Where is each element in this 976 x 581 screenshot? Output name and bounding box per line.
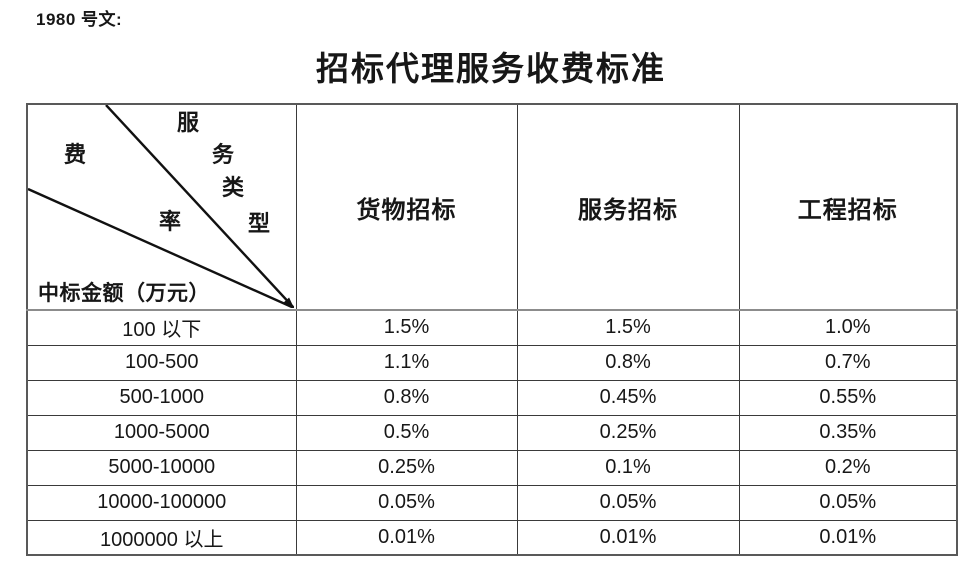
doc-number-label: 1980 号文:	[36, 10, 123, 29]
table-row: 100-500 1.1% 0.8% 0.7%	[26, 344, 958, 381]
rate-cell: 0.35%	[738, 414, 958, 451]
diagonal-divider-lines	[28, 105, 294, 308]
rate-cell: 1.5%	[516, 309, 740, 346]
rate-cell: 0.25%	[295, 449, 518, 486]
rate-cell: 1.1%	[295, 344, 518, 381]
rate-cell: 1.5%	[295, 309, 518, 346]
corner-label-fee-char-1: 费	[64, 142, 87, 167]
rate-cell: 0.8%	[516, 344, 740, 381]
amount-range-cell: 100 以下	[26, 309, 297, 346]
table-row: 5000-10000 0.25% 0.1% 0.2%	[26, 449, 958, 486]
rate-cell: 0.8%	[295, 379, 518, 416]
rate-cell: 0.05%	[738, 484, 958, 521]
amount-range-cell: 10000-100000	[26, 484, 297, 521]
rate-cell: 0.1%	[516, 449, 740, 486]
table-corner-cell: 费 率 服 务 类 型 中标金额（万元）	[26, 103, 297, 311]
table-row: 500-1000 0.8% 0.45% 0.55%	[26, 379, 958, 416]
rate-cell: 0.01%	[738, 519, 958, 556]
corner-label-type-char-1: 服	[177, 110, 200, 135]
amount-range-cell: 1000000 以上	[26, 519, 297, 556]
rate-cell: 0.05%	[516, 484, 740, 521]
column-header-engineering: 工程招标	[738, 103, 958, 311]
corner-label-type-char-2: 务	[212, 142, 235, 167]
rate-cell: 1.0%	[738, 309, 958, 346]
column-header-goods: 货物招标	[295, 103, 518, 311]
rate-cell: 0.2%	[738, 449, 958, 486]
table-row: 1000-5000 0.5% 0.25% 0.35%	[26, 414, 958, 451]
rate-cell: 0.25%	[516, 414, 740, 451]
amount-range-cell: 1000-5000	[26, 414, 297, 451]
table-row: 1000000 以上 0.01% 0.01% 0.01%	[26, 519, 958, 556]
table-row: 100 以下 1.5% 1.5% 1.0%	[26, 309, 958, 346]
amount-range-cell: 5000-10000	[26, 449, 297, 486]
amount-range-cell: 100-500	[26, 344, 297, 381]
rate-cell: 0.01%	[295, 519, 518, 556]
table-row: 10000-100000 0.05% 0.05% 0.05%	[26, 484, 958, 521]
row-axis-label: 中标金额（万元）	[38, 281, 210, 305]
fee-table: 费 率 服 务 类 型 中标金额（万元） 货物招标 服务招标 工程招标 100 …	[26, 103, 958, 556]
rate-cell: 0.5%	[295, 414, 518, 451]
rate-cell: 0.45%	[516, 379, 740, 416]
table-header-row: 费 率 服 务 类 型 中标金额（万元） 货物招标 服务招标 工程招标	[26, 103, 958, 311]
corner-label-type-char-4: 型	[248, 211, 271, 236]
column-header-services: 服务招标	[516, 103, 740, 311]
rate-cell: 0.01%	[516, 519, 740, 556]
amount-range-cell: 500-1000	[26, 379, 297, 416]
rate-cell: 0.05%	[295, 484, 518, 521]
corner-label-fee-char-2: 率	[159, 209, 182, 234]
rate-cell: 0.7%	[738, 344, 958, 381]
page-title: 招标代理服务收费标准	[316, 52, 666, 88]
corner-label-type-char-3: 类	[222, 175, 245, 200]
rate-cell: 0.55%	[738, 379, 958, 416]
